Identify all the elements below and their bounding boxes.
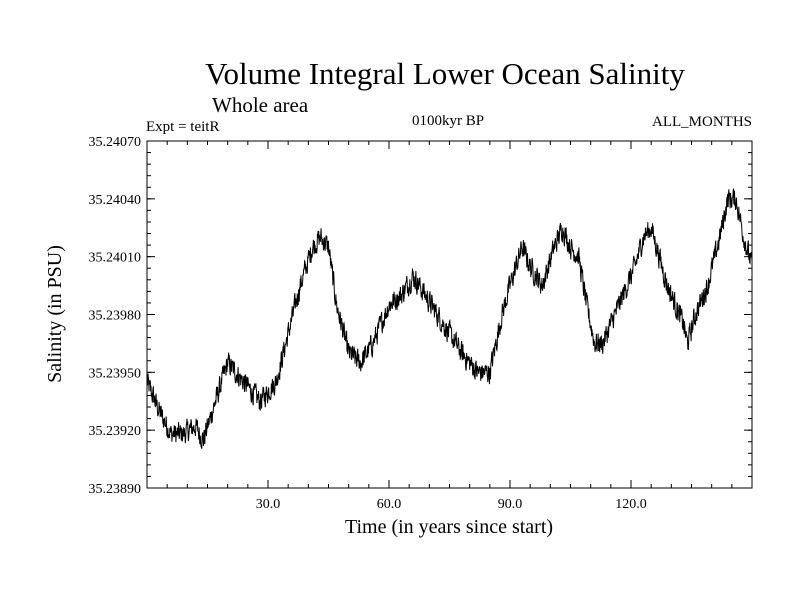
x-axis: 30.0 60.0 90.0 120.0 (166, 141, 733, 512)
y-tick-label: 35.23890 (89, 482, 142, 497)
x-tick-label: 60.0 (377, 497, 402, 512)
y-tick-label: 35.24070 (89, 135, 142, 150)
x-tick-label: 90.0 (498, 497, 523, 512)
y-tick-label: 35.24040 (89, 193, 142, 208)
x-tick-label: 30.0 (256, 497, 281, 512)
chart-subtitle: Whole area (212, 93, 309, 117)
y-tick-label: 35.23950 (89, 366, 142, 381)
period-label: 0100kyr BP (412, 113, 484, 129)
plot-frame (146, 140, 753, 489)
x-axis-label: Time (in years since start) (345, 516, 553, 538)
months-label: ALL_MONTHS (652, 114, 752, 130)
x-tick-label: 120.0 (615, 497, 647, 512)
y-tick-label: 35.23980 (89, 309, 142, 324)
y-tick-label: 35.23920 (89, 424, 142, 439)
y-axis: 35.23890 35.23920 35.23950 35.23980 35.24010… (89, 135, 752, 497)
chart-title: Volume Integral Lower Ocean Salinity (205, 56, 685, 91)
y-tick-label: 35.24010 (89, 251, 142, 266)
y-axis-label: Salinity (in PSU) (44, 245, 66, 383)
salinity-series-line (146, 188, 753, 449)
experiment-label: Expt = teitR (146, 119, 219, 135)
